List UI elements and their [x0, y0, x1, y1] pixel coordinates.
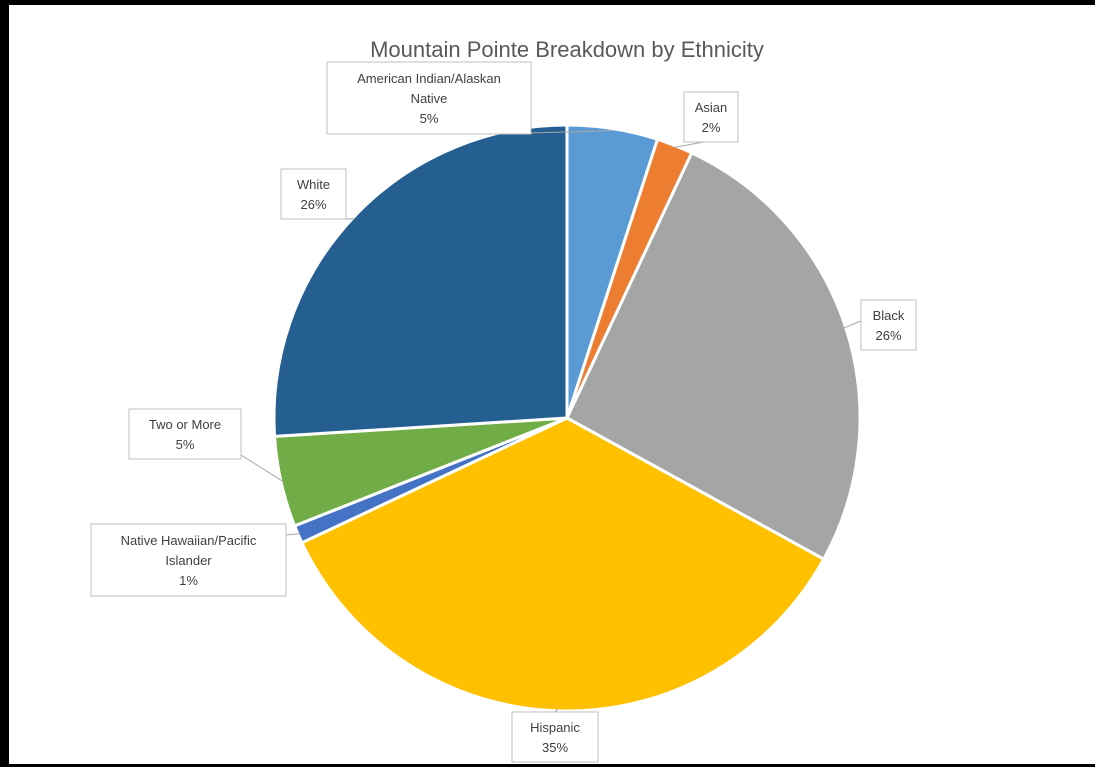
data-label-category: White — [297, 177, 330, 192]
data-label-category: American Indian/Alaskan — [357, 71, 501, 86]
pie-chart: Mountain Pointe Breakdown by Ethnicity A… — [9, 5, 1095, 772]
data-label-category: Native — [411, 91, 448, 106]
data-label-value: 26% — [875, 328, 901, 343]
data-label-value: 1% — [179, 573, 198, 588]
data-label-value: 35% — [542, 740, 568, 755]
data-label-value: 26% — [300, 197, 326, 212]
pie-slices — [274, 125, 860, 711]
data-label-native-hawaiian-pacific-islander: Native Hawaiian/Pacific Islander 1% — [91, 524, 286, 596]
data-label-black: Black 26% — [861, 300, 916, 350]
data-label-hispanic: Hispanic 35% — [512, 712, 598, 762]
data-label-category: Native Hawaiian/Pacific — [121, 533, 257, 548]
data-label-category: Two or More — [149, 417, 221, 432]
data-label-category: Asian — [695, 100, 728, 115]
leader-line-black — [844, 321, 861, 328]
data-label-category: Hispanic — [530, 720, 580, 735]
data-label-value: 5% — [420, 111, 439, 126]
data-label-american-indian-alaskan-native: American Indian/Alaskan Native 5% — [327, 62, 531, 134]
data-label-asian: Asian 2% — [684, 92, 738, 142]
data-label-category: Black — [873, 308, 905, 323]
data-label-value: 5% — [176, 437, 195, 452]
data-label-white: White 26% — [281, 169, 346, 219]
data-label-category: Islander — [165, 553, 212, 568]
chart-title: Mountain Pointe Breakdown by Ethnicity — [370, 37, 764, 62]
data-label-two-or-more: Two or More 5% — [129, 409, 241, 459]
data-label-value: 2% — [702, 120, 721, 135]
